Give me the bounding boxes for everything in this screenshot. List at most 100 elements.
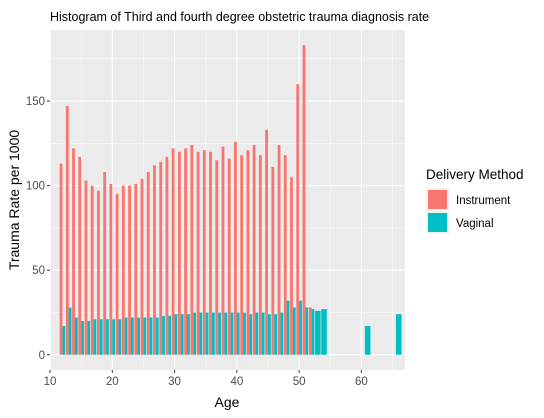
bar-vaginal xyxy=(62,326,66,355)
x-tick-label: 40 xyxy=(230,376,243,388)
x-tick-label: 20 xyxy=(106,376,119,388)
bar-instrument xyxy=(283,155,287,355)
bar-vaginal xyxy=(286,300,290,355)
bar-vaginal xyxy=(261,312,265,355)
bar-vaginal xyxy=(315,310,321,355)
legend-items: Instrument Vaginal xyxy=(426,188,511,234)
legend-title: Delivery Method xyxy=(426,167,524,182)
bar-instrument xyxy=(72,148,75,355)
bar-vaginal xyxy=(230,312,234,355)
bar-vaginal xyxy=(193,312,197,355)
bar-vaginal xyxy=(112,319,116,355)
bar-instrument xyxy=(65,106,69,355)
bar-instrument xyxy=(134,183,138,355)
chart-title: Histogram of Third and fourth degree obs… xyxy=(50,10,429,24)
legend-key-vaginal xyxy=(428,213,447,232)
x-tick-label: 30 xyxy=(168,376,181,388)
bars xyxy=(59,45,402,355)
bar-instrument xyxy=(296,84,300,355)
bar-instrument xyxy=(258,155,262,355)
bar-vaginal xyxy=(118,319,122,355)
bar-vaginal xyxy=(267,314,271,355)
axes: 10 20 30 40 50 60 0 50 100 150 xyxy=(26,96,368,388)
legend-label-vaginal: Vaginal xyxy=(456,218,494,230)
y-tick-label: 150 xyxy=(26,96,45,108)
bar-instrument xyxy=(265,129,268,355)
bar-instrument xyxy=(240,155,244,355)
bar-instrument xyxy=(177,151,181,355)
bar-instrument xyxy=(159,161,163,355)
bar-instrument xyxy=(234,141,237,355)
bar-vaginal xyxy=(224,312,228,355)
bar-vaginal xyxy=(130,317,134,355)
bar-vaginal xyxy=(81,320,84,355)
bar-vaginal xyxy=(305,307,309,355)
bar-vaginal xyxy=(280,312,284,355)
bar-vaginal xyxy=(236,312,240,355)
bar-vaginal xyxy=(321,309,327,355)
bar-instrument xyxy=(221,146,225,355)
bar-vaginal xyxy=(311,309,315,355)
x-tick-label: 50 xyxy=(293,376,306,388)
bar-instrument xyxy=(115,194,119,355)
legend-key-instrument xyxy=(428,190,447,209)
bar-vaginal xyxy=(249,314,253,355)
bar-instrument xyxy=(184,148,188,355)
bar-instrument xyxy=(202,150,206,355)
x-tick-label: 60 xyxy=(355,376,368,388)
x-axis-title: Age xyxy=(215,394,240,410)
bar-instrument xyxy=(84,180,88,355)
bar-vaginal xyxy=(205,312,209,355)
bar-instrument xyxy=(215,160,219,355)
y-tick-label: 0 xyxy=(39,350,45,362)
x-tick-label: 10 xyxy=(44,376,57,388)
bar-vaginal xyxy=(149,317,153,355)
bar-vaginal xyxy=(211,312,215,355)
bar-vaginal xyxy=(174,314,178,355)
bar-vaginal xyxy=(162,315,165,355)
bar-instrument xyxy=(308,307,312,355)
bar-vaginal xyxy=(99,319,103,355)
bar-vaginal xyxy=(68,307,72,355)
bar-instrument xyxy=(209,151,212,355)
bar-vaginal xyxy=(395,314,402,355)
bar-vaginal xyxy=(292,307,296,355)
bar-instrument xyxy=(246,150,250,355)
bar-instrument xyxy=(109,183,113,355)
bar-vaginal xyxy=(274,314,278,355)
bar-instrument xyxy=(97,190,100,355)
bar-vaginal xyxy=(87,320,91,355)
bar-instrument xyxy=(171,148,175,355)
bar-vaginal xyxy=(124,317,128,355)
bar-vaginal xyxy=(243,312,246,355)
bar-instrument xyxy=(121,185,125,355)
bar-vaginal xyxy=(364,326,371,355)
bar-instrument xyxy=(302,45,306,355)
bar-vaginal xyxy=(218,312,221,355)
bar-vaginal xyxy=(143,317,147,355)
bar-vaginal xyxy=(199,312,203,355)
bar-instrument xyxy=(128,185,131,355)
bar-vaginal xyxy=(74,317,78,355)
bar-vaginal xyxy=(180,314,184,355)
bar-instrument xyxy=(140,178,144,355)
bar-vaginal xyxy=(93,319,97,355)
bar-instrument xyxy=(59,163,63,355)
bar-instrument xyxy=(271,167,275,355)
bar-instrument xyxy=(90,185,94,355)
bar-instrument xyxy=(277,145,281,355)
bar-instrument xyxy=(103,172,107,355)
y-axis-title: Trauma Rate per 1000 xyxy=(6,130,22,271)
bar-instrument xyxy=(227,158,231,355)
bar-instrument xyxy=(146,172,150,355)
y-tick-label: 100 xyxy=(26,181,45,193)
bar-vaginal xyxy=(168,315,172,355)
bar-vaginal xyxy=(255,312,259,355)
legend-label-instrument: Instrument xyxy=(456,195,511,207)
bar-vaginal xyxy=(106,319,109,355)
bar-instrument xyxy=(165,156,169,355)
bar-instrument xyxy=(290,177,293,355)
bar-vaginal xyxy=(137,317,140,355)
plot-panel xyxy=(50,30,405,370)
